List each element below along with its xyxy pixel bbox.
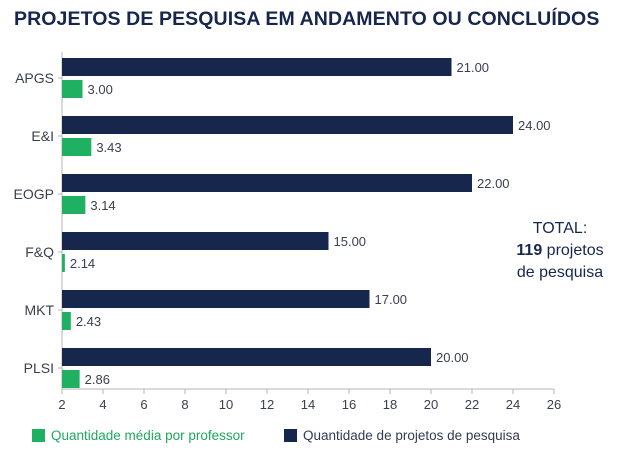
bar-projects xyxy=(62,232,329,250)
x-tick-label: 4 xyxy=(99,397,106,412)
data-label-average: 2.43 xyxy=(76,314,101,329)
bar-average xyxy=(62,254,65,272)
data-label-projects: 24.00 xyxy=(518,118,551,133)
bar-average xyxy=(62,80,83,98)
legend-swatch-green xyxy=(32,429,45,442)
x-tick-label: 22 xyxy=(465,397,479,412)
data-label-average: 3.00 xyxy=(88,82,113,97)
legend-swatch-navy xyxy=(284,429,297,442)
total-value: 119 xyxy=(516,242,543,259)
x-tick-label: 26 xyxy=(547,397,561,412)
category-label: F&Q xyxy=(25,244,54,260)
category-label: MKT xyxy=(24,302,54,318)
data-label-projects: 15.00 xyxy=(334,234,367,249)
category-label: APGS xyxy=(15,70,54,86)
data-label-average: 2.14 xyxy=(70,256,95,271)
bar-projects xyxy=(62,174,472,192)
x-tick-label: 16 xyxy=(342,397,356,412)
legend-label-projects: Quantidade de projetos de pesquisa xyxy=(303,428,520,443)
x-tick-label: 6 xyxy=(140,397,147,412)
bar-projects xyxy=(62,348,431,366)
total-count-line: 119 projetos xyxy=(500,240,620,262)
total-annotation: TOTAL: 119 projetos de pesquisa xyxy=(500,218,620,284)
legend-item-average: Quantidade média por professor xyxy=(32,428,245,443)
data-label-projects: 20.00 xyxy=(436,350,469,365)
data-label-projects: 21.00 xyxy=(457,60,490,75)
bar-average xyxy=(62,138,92,156)
x-tick-label: 18 xyxy=(383,397,397,412)
bar-average xyxy=(62,312,71,330)
bar-average xyxy=(62,370,80,388)
x-tick-label: 24 xyxy=(506,397,520,412)
chart-title: PROJETOS DE PESQUISA EM ANDAMENTO OU CON… xyxy=(14,8,600,30)
total-suffix: projetos xyxy=(542,242,604,259)
bar-average xyxy=(62,196,86,214)
total-label: TOTAL: xyxy=(532,220,588,237)
data-label-average: 2.86 xyxy=(85,372,110,387)
total-line3: de pesquisa xyxy=(516,264,604,281)
category-label: PLSI xyxy=(24,360,54,376)
category-label: EOGP xyxy=(14,186,54,202)
data-label-projects: 22.00 xyxy=(477,176,510,191)
x-tick-label: 14 xyxy=(301,397,315,412)
x-tick-label: 10 xyxy=(219,397,233,412)
data-label-average: 3.14 xyxy=(90,198,115,213)
x-tick-label: 20 xyxy=(424,397,438,412)
bar-projects xyxy=(62,290,370,308)
x-tick-label: 2 xyxy=(58,397,65,412)
legend-item-projects: Quantidade de projetos de pesquisa xyxy=(284,428,520,443)
bar-projects xyxy=(62,58,452,76)
x-tick-label: 8 xyxy=(181,397,188,412)
legend-label-average: Quantidade média por professor xyxy=(51,428,245,443)
bar-projects xyxy=(62,116,513,134)
data-label-average: 3.43 xyxy=(96,140,121,155)
data-label-projects: 17.00 xyxy=(375,292,408,307)
category-label: E&I xyxy=(31,128,54,144)
x-tick-label: 12 xyxy=(260,397,274,412)
